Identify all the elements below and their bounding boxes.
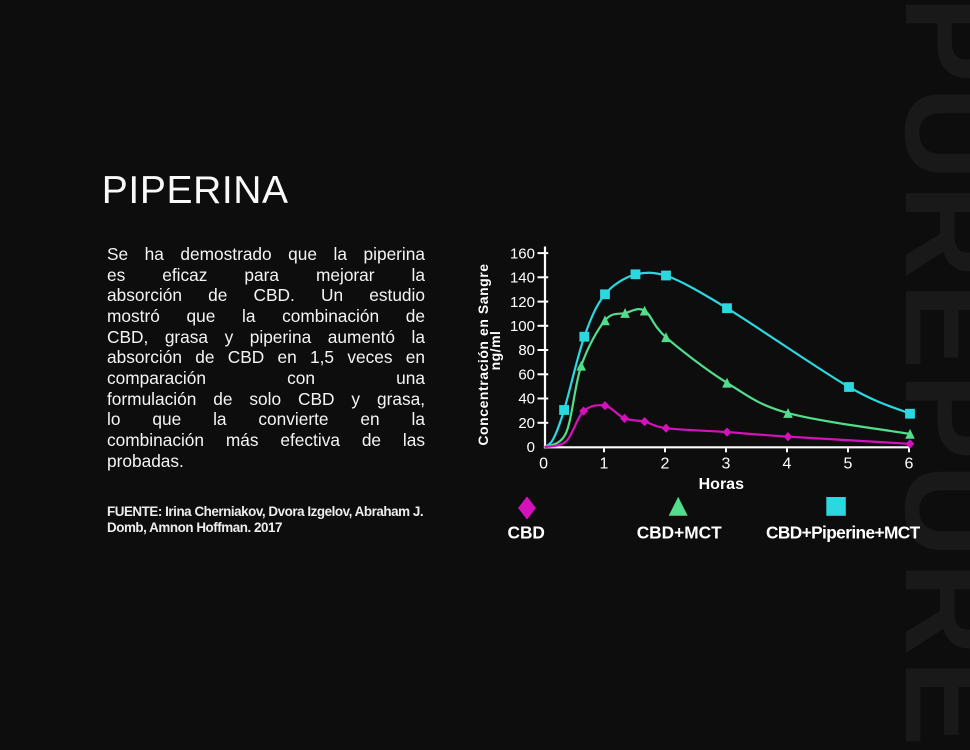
svg-text:Concentración en Sangre: Concentración en Sangre (475, 263, 491, 445)
svg-text:40: 40 (518, 391, 535, 408)
svg-text:120: 120 (510, 294, 535, 311)
svg-text:2: 2 (661, 456, 670, 473)
svg-text:0: 0 (539, 456, 548, 473)
svg-text:20: 20 (518, 415, 535, 432)
svg-text:60: 60 (518, 367, 535, 384)
svg-text:CBD+Piperine+MCT: CBD+Piperine+MCT (766, 522, 921, 542)
svg-text:160: 160 (510, 245, 535, 262)
svg-text:4: 4 (783, 456, 792, 473)
svg-text:5: 5 (844, 456, 853, 473)
svg-text:CBD+MCT: CBD+MCT (637, 522, 722, 542)
svg-text:80: 80 (518, 342, 535, 359)
svg-text:100: 100 (510, 318, 535, 335)
svg-text:3: 3 (722, 456, 731, 473)
svg-text:1: 1 (600, 456, 609, 473)
svg-text:140: 140 (510, 270, 535, 287)
svg-text:ng/ml: ng/ml (487, 331, 503, 371)
svg-text:6: 6 (905, 456, 914, 473)
svg-text:0: 0 (527, 439, 535, 456)
svg-text:CBD: CBD (507, 522, 544, 542)
svg-text:Horas: Horas (699, 476, 744, 493)
